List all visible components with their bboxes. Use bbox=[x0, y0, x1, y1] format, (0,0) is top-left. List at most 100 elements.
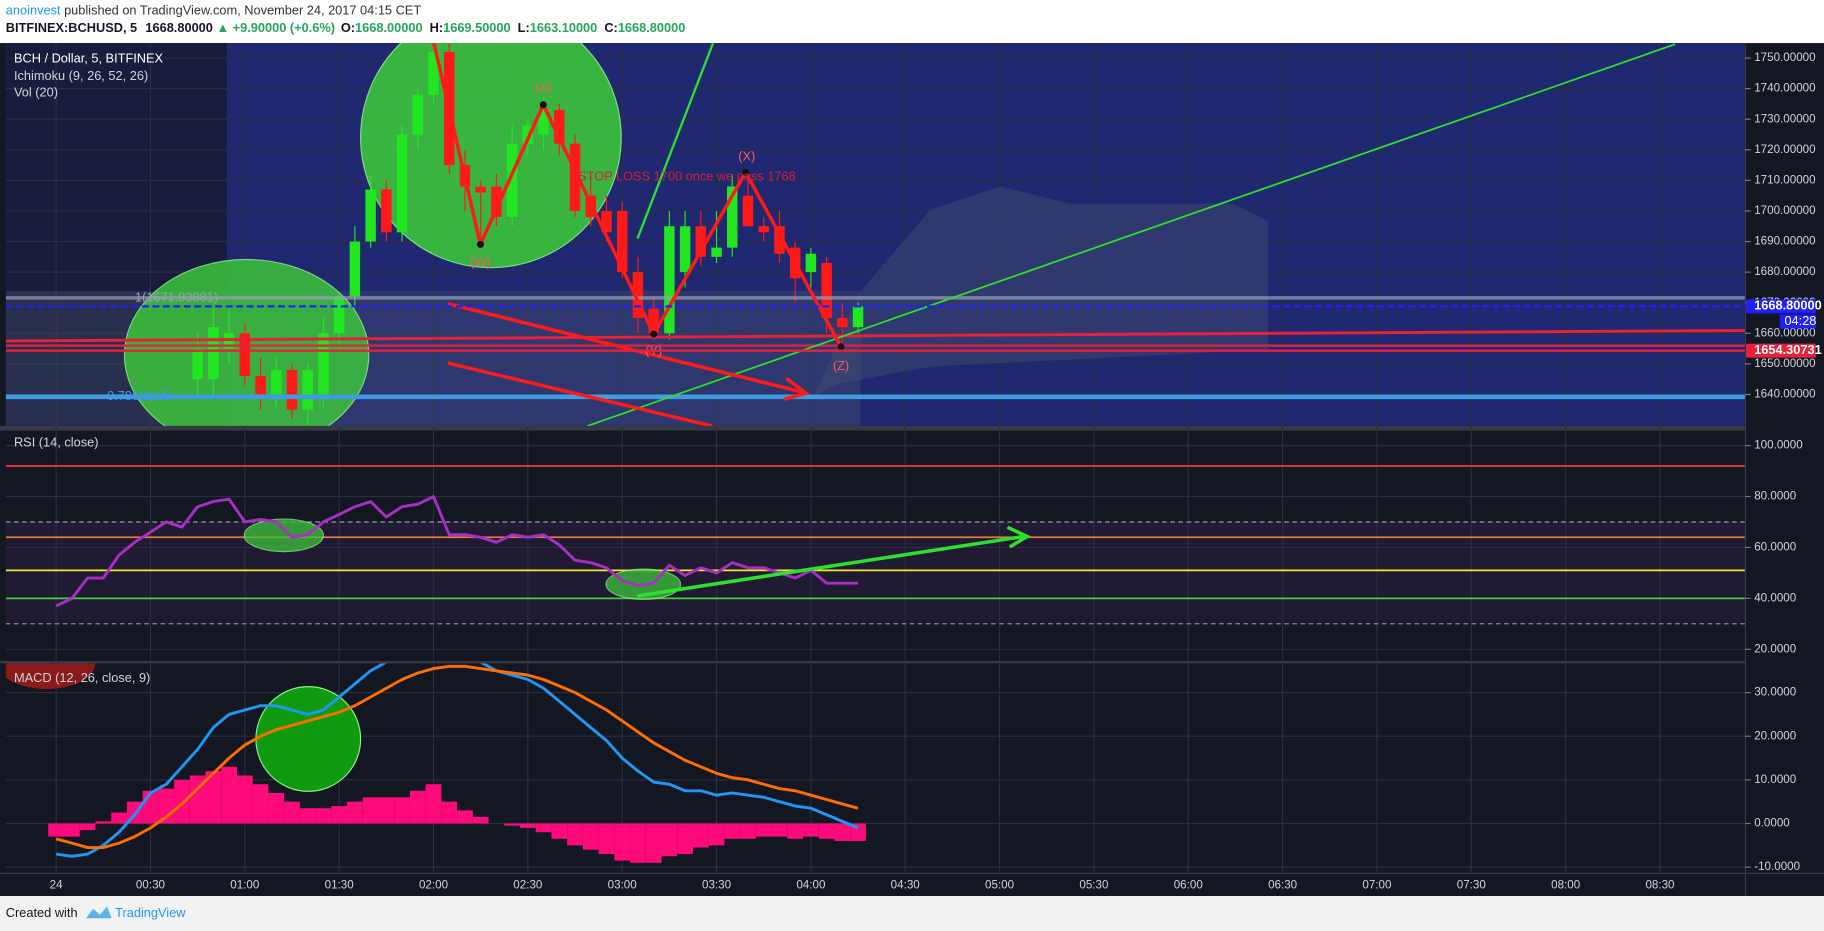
x-tick-label: 00:30 bbox=[136, 879, 166, 892]
drawn-line bbox=[5, 329, 1745, 343]
author[interactable]: anoinvest bbox=[6, 3, 61, 18]
x-tick-label: 07:00 bbox=[1362, 879, 1392, 892]
histogram-bar bbox=[630, 823, 646, 863]
histogram-bar bbox=[535, 823, 552, 833]
x-tick-label: 05:00 bbox=[985, 879, 1015, 892]
pane-separator bbox=[0, 661, 1745, 664]
candle-body bbox=[852, 306, 864, 328]
ichimoku-cloud bbox=[814, 186, 1268, 396]
arrow-head bbox=[783, 376, 811, 401]
histogram-bar bbox=[79, 823, 96, 831]
wave-point bbox=[742, 168, 750, 176]
y-tick-label: 10.0000 bbox=[1754, 773, 1797, 786]
indicator-label: Ichimoku (9, 26, 52, 26) bbox=[14, 68, 148, 83]
x-tick-label: 04:00 bbox=[796, 879, 826, 892]
histogram-bar bbox=[771, 823, 788, 837]
y-tick-label: 80.0000 bbox=[1754, 490, 1797, 503]
axis-border bbox=[1744, 43, 1747, 897]
histogram-bar bbox=[834, 823, 851, 841]
histogram-bar bbox=[95, 821, 112, 824]
histogram-bar bbox=[347, 801, 363, 824]
field-value: 1663.10000 bbox=[530, 20, 598, 35]
histogram-bar bbox=[457, 810, 473, 824]
histogram-bar bbox=[661, 823, 678, 857]
candle-body bbox=[475, 186, 486, 193]
candle-body bbox=[758, 226, 769, 233]
indicator-line bbox=[55, 663, 859, 858]
candle-body bbox=[664, 226, 675, 334]
price-tag bbox=[1746, 343, 1816, 358]
wave-point bbox=[539, 101, 547, 109]
candle-body bbox=[679, 226, 691, 273]
field-value: 1669.50000 bbox=[443, 20, 511, 35]
candle-body bbox=[554, 110, 565, 144]
x-tick-label: 08:00 bbox=[1551, 879, 1581, 892]
candle-body bbox=[774, 226, 785, 254]
histogram-bar bbox=[818, 823, 835, 839]
histogram-bar bbox=[284, 801, 300, 824]
candle-body bbox=[727, 186, 738, 248]
y-tick-label: 1740.00000 bbox=[1754, 82, 1816, 95]
countdown-tag bbox=[1779, 314, 1816, 329]
y-tick-label: 1660.00000 bbox=[1754, 326, 1816, 339]
histogram-bar bbox=[441, 801, 458, 824]
candle-body bbox=[742, 195, 754, 227]
y-tick-label: 0.0000 bbox=[1754, 817, 1790, 830]
indicator-line bbox=[55, 495, 859, 608]
price-tag bbox=[1746, 299, 1816, 314]
x-tick-label: 01:30 bbox=[325, 879, 355, 892]
candle-body bbox=[491, 186, 502, 218]
indicator-label: Vol (20) bbox=[14, 84, 58, 99]
candle-body bbox=[271, 369, 282, 395]
price-tag-label: 1668.80000 bbox=[1754, 298, 1822, 313]
histogram-bar bbox=[331, 806, 348, 824]
y-tick-label: 1720.00000 bbox=[1754, 143, 1816, 156]
brand-link[interactable]: TradingView bbox=[115, 905, 186, 920]
histogram-bar bbox=[189, 775, 206, 824]
candle-body bbox=[616, 210, 628, 273]
candle-body bbox=[333, 296, 345, 334]
y-tick-label: 1700.00000 bbox=[1754, 204, 1816, 217]
candle-body bbox=[302, 369, 313, 410]
candle-body bbox=[632, 272, 644, 318]
highlight-shape bbox=[5, 663, 96, 689]
histogram-bar bbox=[708, 823, 725, 846]
stop-loss-note: STOP LOSS 1700 once we pass 1768 bbox=[578, 168, 796, 183]
candle-body bbox=[711, 247, 722, 257]
histogram-bar bbox=[803, 823, 819, 837]
wave-label: (X) bbox=[738, 148, 755, 163]
field-label: H: bbox=[430, 20, 443, 35]
candle-body bbox=[522, 125, 534, 144]
wave-path bbox=[432, 43, 843, 348]
quote-line: BITFINEX:BCHUSD, 5 1668.80000 ▲ +9.90000… bbox=[6, 20, 686, 35]
histogram-bar bbox=[64, 823, 80, 837]
candle-body bbox=[648, 308, 659, 334]
histogram-bar bbox=[409, 790, 426, 824]
indicator-line bbox=[55, 664, 859, 850]
histogram-bar bbox=[425, 784, 442, 824]
histogram-bar bbox=[504, 823, 520, 826]
x-tick-label: 04:30 bbox=[891, 879, 921, 892]
field-label: C: bbox=[604, 20, 617, 35]
candle-body bbox=[428, 51, 439, 95]
candle-body bbox=[695, 226, 707, 257]
x-tick-label: 08:30 bbox=[1645, 879, 1675, 892]
candle-body bbox=[396, 134, 408, 233]
candle-body bbox=[255, 376, 266, 395]
histogram-bar bbox=[394, 797, 410, 824]
axis-border bbox=[0, 872, 1824, 874]
candle-body bbox=[821, 262, 832, 318]
y-tick-label: 1710.00000 bbox=[1754, 173, 1816, 186]
candle-body bbox=[365, 189, 376, 242]
histogram-bar bbox=[221, 766, 237, 824]
histogram-bar bbox=[142, 790, 159, 824]
footer-background bbox=[0, 896, 1824, 931]
published: published on TradingView.com, November 2… bbox=[61, 3, 422, 18]
y-tick-label: 30.0000 bbox=[1754, 686, 1797, 699]
candle-body bbox=[208, 327, 219, 380]
histogram-bar bbox=[174, 779, 190, 824]
field-value: 1668.00000 bbox=[355, 20, 423, 35]
histogram-bar bbox=[111, 812, 127, 824]
y-tick-label: 1680.00000 bbox=[1754, 265, 1816, 278]
wave-labels: (X) (W) (X) (Y) (Z) bbox=[470, 80, 849, 373]
